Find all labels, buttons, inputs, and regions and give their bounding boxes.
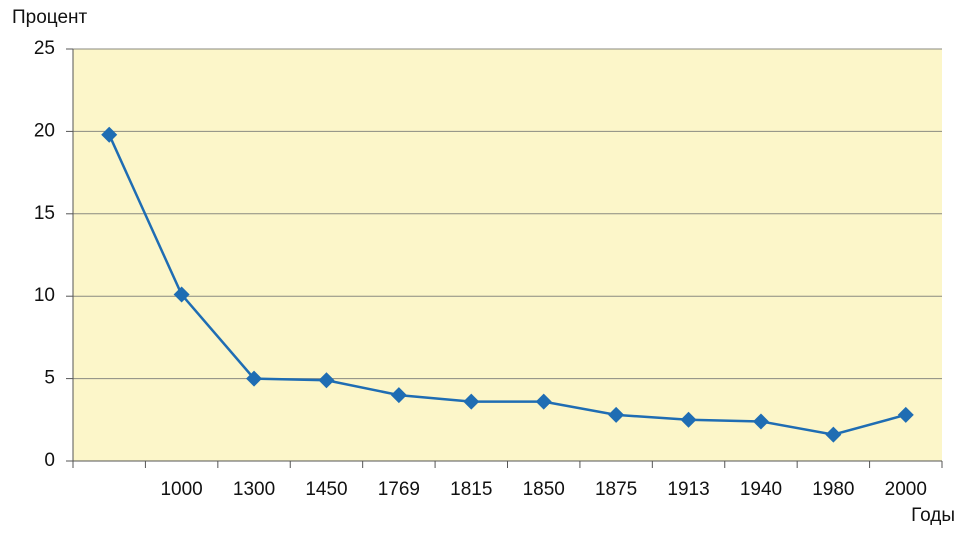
data-point bbox=[101, 126, 118, 143]
x-tick-label: 2000 bbox=[885, 479, 927, 500]
x-tick-label: 1300 bbox=[233, 479, 275, 500]
x-tick-label: 1940 bbox=[740, 479, 782, 500]
data-point bbox=[680, 411, 697, 428]
y-tick-label: 0 bbox=[44, 450, 55, 471]
x-tick-label: 1980 bbox=[812, 479, 854, 500]
y-tick-label: 25 bbox=[34, 38, 55, 59]
data-point bbox=[246, 370, 263, 387]
data-point bbox=[752, 413, 769, 430]
data-point bbox=[390, 387, 407, 404]
data-point bbox=[173, 286, 190, 303]
x-tick-label: 1875 bbox=[595, 479, 637, 500]
x-tick-label: 1913 bbox=[667, 479, 709, 500]
x-tick-label: 1850 bbox=[523, 479, 565, 500]
x-tick-label: 1000 bbox=[160, 479, 202, 500]
y-tick-label: 10 bbox=[34, 285, 55, 306]
data-point bbox=[318, 372, 335, 389]
data-point bbox=[608, 406, 625, 423]
x-tick-label: 1769 bbox=[378, 479, 420, 500]
plot-area bbox=[73, 49, 942, 461]
data-point bbox=[825, 426, 842, 443]
x-tick-label: 1815 bbox=[450, 479, 492, 500]
data-point bbox=[463, 393, 480, 410]
y-tick-label: 15 bbox=[34, 203, 55, 224]
y-tick-label: 20 bbox=[34, 120, 55, 141]
data-line bbox=[108, 134, 907, 436]
y-axis-label: Процент bbox=[12, 7, 88, 28]
data-point bbox=[535, 393, 552, 410]
x-axis-label: Годы bbox=[911, 505, 955, 526]
y-tick-label: 5 bbox=[44, 368, 55, 389]
data-point bbox=[897, 406, 914, 423]
x-tick-label: 1450 bbox=[305, 479, 347, 500]
